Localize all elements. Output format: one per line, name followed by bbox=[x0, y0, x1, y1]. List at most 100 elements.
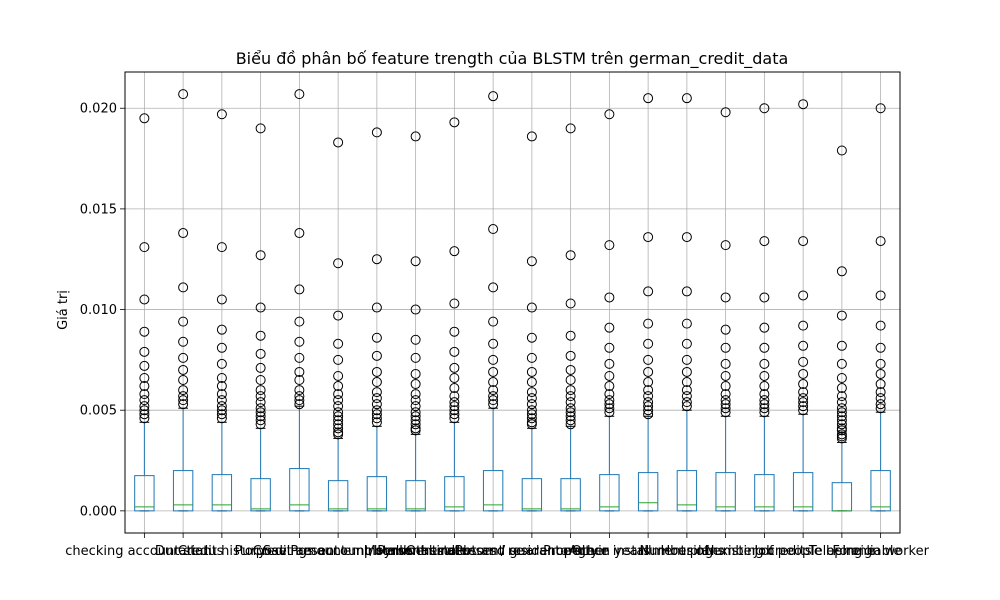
outlier-point bbox=[488, 399, 499, 410]
box-group bbox=[792, 99, 814, 512]
outlier-point bbox=[526, 131, 537, 142]
outlier-point bbox=[371, 405, 382, 416]
box bbox=[792, 472, 814, 512]
outlier-point bbox=[720, 389, 731, 400]
grid-lines bbox=[125, 72, 900, 533]
outlier-point bbox=[255, 403, 266, 414]
x-tick-label: Number of existing credits bbox=[640, 544, 812, 559]
x-tick-label: Present employment since bbox=[290, 544, 463, 559]
x-tick-label: Installment rate bbox=[364, 544, 468, 559]
outlier-point bbox=[798, 368, 809, 379]
outlier-point bbox=[759, 292, 770, 303]
outlier-point bbox=[410, 389, 421, 400]
outlier-point bbox=[759, 103, 770, 114]
outlier-point bbox=[836, 340, 847, 351]
outlier-point bbox=[333, 354, 344, 365]
outlier-point bbox=[255, 348, 266, 359]
outlier-point bbox=[681, 397, 692, 408]
outlier-point bbox=[836, 358, 847, 369]
outlier-point bbox=[526, 419, 537, 430]
y-tick-label: 0.010 bbox=[80, 303, 117, 318]
outlier-point bbox=[216, 405, 227, 416]
x-tick-label: Credit amount bbox=[253, 544, 346, 559]
outlier-point bbox=[604, 389, 615, 400]
x-tick-label: Number of people being liable bbox=[705, 544, 902, 559]
outlier-point bbox=[681, 286, 692, 297]
box-group bbox=[366, 127, 388, 512]
outlier-point bbox=[255, 415, 266, 426]
box-group bbox=[521, 131, 543, 512]
outlier-point bbox=[643, 338, 654, 349]
outlier-point bbox=[449, 405, 460, 416]
outlier-point bbox=[216, 324, 227, 335]
outlier-point bbox=[681, 385, 692, 396]
outlier-point bbox=[333, 429, 344, 440]
outlier-point bbox=[139, 372, 150, 383]
outlier-point bbox=[526, 366, 537, 377]
outlier-point bbox=[410, 401, 421, 412]
outlier-point bbox=[216, 413, 227, 424]
outlier-point bbox=[565, 419, 576, 430]
outlier-point bbox=[604, 322, 615, 333]
outlier-point bbox=[759, 399, 770, 410]
outlier-point bbox=[681, 391, 692, 402]
outlier-point bbox=[139, 242, 150, 253]
box bbox=[366, 476, 388, 512]
outlier-point bbox=[139, 294, 150, 305]
outlier-point bbox=[488, 224, 499, 235]
outlier-point bbox=[836, 145, 847, 156]
outlier-point bbox=[294, 375, 305, 386]
box bbox=[521, 478, 543, 512]
outlier-point bbox=[294, 399, 305, 410]
outlier-point bbox=[255, 250, 266, 261]
outlier-point bbox=[255, 411, 266, 422]
outlier-point bbox=[294, 391, 305, 402]
outlier-point bbox=[371, 332, 382, 343]
outlier-point bbox=[294, 284, 305, 295]
outlier-point bbox=[643, 385, 654, 396]
outlier-point bbox=[836, 266, 847, 277]
outlier-point bbox=[526, 332, 537, 343]
outlier-point bbox=[798, 379, 809, 390]
outlier-point bbox=[216, 395, 227, 406]
x-tick-label: Other debtors / guarantors bbox=[406, 544, 581, 559]
outlier-point bbox=[643, 232, 654, 243]
outlier-point bbox=[681, 93, 692, 104]
outlier-point bbox=[449, 362, 460, 373]
outlier-point bbox=[759, 381, 770, 392]
outlier-point bbox=[526, 399, 537, 410]
outlier-point bbox=[836, 433, 847, 444]
outlier-point bbox=[604, 381, 615, 392]
outlier-point bbox=[526, 413, 537, 424]
outlier-point bbox=[875, 399, 886, 410]
outlier-point bbox=[449, 346, 460, 357]
outlier-point bbox=[604, 395, 615, 406]
y-tick-label: 0.005 bbox=[80, 404, 117, 419]
x-tick-label: Savings account/bonds bbox=[263, 544, 414, 559]
outlier-point bbox=[294, 89, 305, 100]
outlier-point bbox=[294, 336, 305, 347]
outlier-point bbox=[371, 302, 382, 313]
outlier-point bbox=[333, 381, 344, 392]
outlier-point bbox=[333, 258, 344, 269]
outlier-point bbox=[565, 403, 576, 414]
box-group bbox=[327, 137, 349, 512]
outlier-point bbox=[565, 375, 576, 386]
outlier-point bbox=[720, 395, 731, 406]
outlier-point bbox=[836, 411, 847, 422]
outlier-point bbox=[798, 340, 809, 351]
outlier-point bbox=[255, 375, 266, 386]
box-group bbox=[134, 113, 155, 512]
outlier-point bbox=[759, 370, 770, 381]
outlier-point bbox=[488, 354, 499, 365]
outlier-point bbox=[333, 419, 344, 430]
outlier-point bbox=[371, 387, 382, 398]
outlier-point bbox=[371, 413, 382, 424]
box bbox=[637, 472, 659, 512]
outlier-point bbox=[216, 409, 227, 420]
outlier-point bbox=[526, 302, 537, 313]
outlier-point bbox=[565, 397, 576, 408]
outlier-point bbox=[720, 399, 731, 410]
outlier-point bbox=[798, 401, 809, 412]
outlier-point bbox=[410, 395, 421, 406]
